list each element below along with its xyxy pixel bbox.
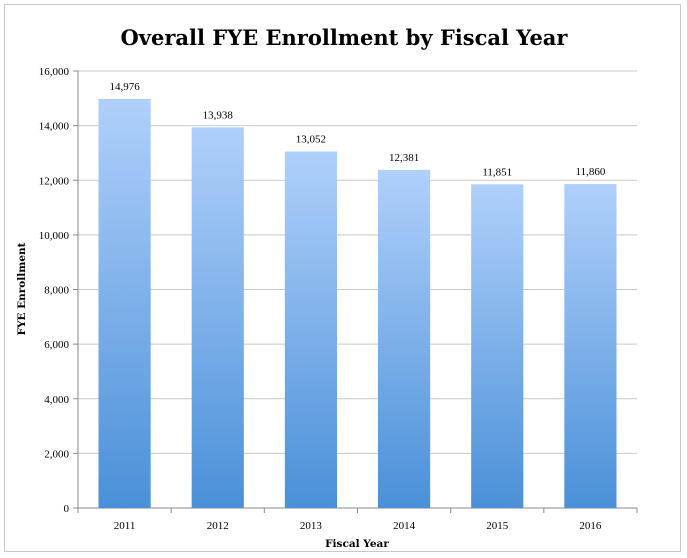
bar-2016	[564, 184, 617, 509]
data-labels: 14,976 13,938 13,052 12,381 11,851 11,860	[109, 81, 605, 178]
x-axis-ticks: 2011 2012 2013 2014 2015 2016	[77, 508, 638, 532]
y-tick-label: 10,000	[39, 230, 70, 242]
y-tick-label: 12,000	[39, 175, 70, 187]
data-label-2012: 13,938	[203, 109, 234, 121]
y-axis-ticks: 0 2,000 4,000 6,000 8,000 10,000 12,000 14,000 1…	[39, 66, 78, 515]
y-tick-label: 0	[64, 503, 70, 515]
bar-2012	[191, 127, 244, 509]
bar-2011	[98, 98, 151, 508]
x-tick-label: 2011	[114, 520, 136, 532]
x-tick-label: 2013	[300, 520, 323, 532]
y-tick-label: 2,000	[44, 448, 69, 460]
data-label-2013: 13,052	[296, 134, 326, 146]
x-tick-label: 2012	[207, 520, 229, 532]
x-axis-title: Fiscal Year	[325, 538, 389, 550]
x-tick-label: 2014	[393, 520, 416, 532]
y-tick-label: 16,000	[39, 66, 70, 78]
y-tick-label: 14,000	[39, 121, 70, 133]
gridlines	[77, 70, 637, 509]
x-tick-label: 2015	[486, 520, 509, 532]
x-tick-label: 2016	[579, 520, 602, 532]
data-label-2014: 12,381	[389, 152, 419, 164]
bars	[98, 98, 617, 509]
data-label-2011: 14,976	[109, 81, 140, 93]
bar-2014	[377, 169, 431, 508]
bar-2015	[471, 184, 524, 508]
chart-title: Overall FYE Enrollment by Fiscal Year	[121, 25, 569, 50]
data-label-2015: 11,851	[482, 166, 512, 178]
data-label-2016: 11,860	[575, 166, 605, 178]
y-tick-label: 6,000	[44, 339, 69, 351]
y-axis-title: FYE Enrollment	[16, 242, 28, 335]
y-tick-label: 4,000	[44, 394, 69, 406]
bar-2013	[284, 151, 338, 508]
y-tick-label: 8,000	[44, 285, 69, 297]
